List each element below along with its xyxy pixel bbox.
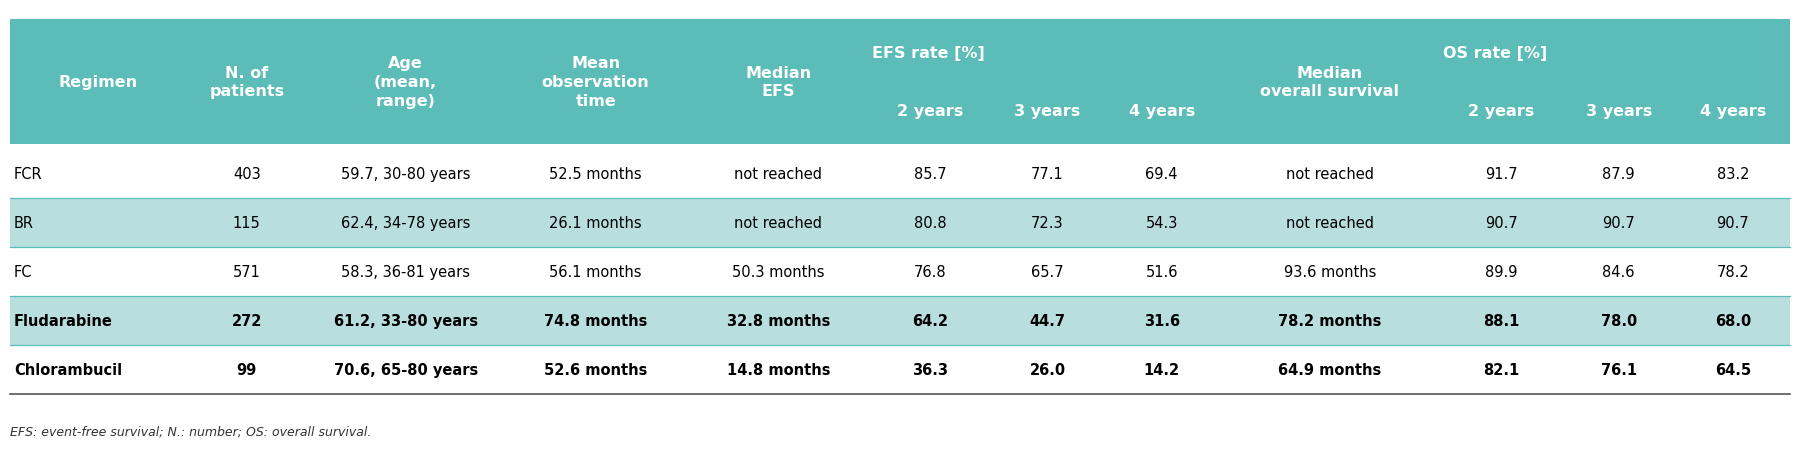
Text: 80.8: 80.8 xyxy=(914,216,947,230)
Text: 14.2: 14.2 xyxy=(1143,362,1179,377)
Text: 76.1: 76.1 xyxy=(1600,362,1636,377)
Text: 2 years: 2 years xyxy=(896,104,963,118)
Text: EFS: event-free survival; N.: number; OS: overall survival.: EFS: event-free survival; N.: number; OS… xyxy=(11,425,371,437)
Text: Mean
observation
time: Mean observation time xyxy=(542,56,650,108)
Text: 82.1: 82.1 xyxy=(1483,362,1519,377)
Text: 62.4, 34-78 years: 62.4, 34-78 years xyxy=(340,216,470,230)
Text: not reached: not reached xyxy=(734,167,823,182)
Text: 4 years: 4 years xyxy=(1129,104,1195,118)
Text: 272: 272 xyxy=(232,313,263,328)
Text: Fludarabine: Fludarabine xyxy=(14,313,113,328)
Text: 78.2 months: 78.2 months xyxy=(1278,313,1382,328)
Text: 26.1 months: 26.1 months xyxy=(549,216,643,230)
Text: 89.9: 89.9 xyxy=(1485,264,1517,280)
Bar xyxy=(11,20,1789,145)
Text: 64.5: 64.5 xyxy=(1715,362,1751,377)
Text: BR: BR xyxy=(14,216,34,230)
Text: not reached: not reached xyxy=(1285,167,1373,182)
Text: 115: 115 xyxy=(232,216,261,230)
Text: 64.9 months: 64.9 months xyxy=(1278,362,1382,377)
Text: 61.2, 33-80 years: 61.2, 33-80 years xyxy=(333,313,477,328)
Text: Chlorambucil: Chlorambucil xyxy=(14,362,122,377)
Text: 50.3 months: 50.3 months xyxy=(733,264,824,280)
Text: 83.2: 83.2 xyxy=(1717,167,1750,182)
Text: 65.7: 65.7 xyxy=(1031,264,1064,280)
Text: 2 years: 2 years xyxy=(1469,104,1534,118)
Text: Median
EFS: Median EFS xyxy=(745,66,812,99)
Text: 69.4: 69.4 xyxy=(1145,167,1177,182)
Text: 58.3, 36-81 years: 58.3, 36-81 years xyxy=(342,264,470,280)
Text: 31.6: 31.6 xyxy=(1143,313,1179,328)
Text: 77.1: 77.1 xyxy=(1031,167,1064,182)
Text: 52.5 months: 52.5 months xyxy=(549,167,643,182)
Text: 90.7: 90.7 xyxy=(1485,216,1517,230)
Text: 403: 403 xyxy=(232,167,261,182)
Text: FC: FC xyxy=(14,264,32,280)
Text: Regimen: Regimen xyxy=(59,75,139,90)
Text: 72.3: 72.3 xyxy=(1031,216,1064,230)
Text: 99: 99 xyxy=(236,362,257,377)
Text: 14.8 months: 14.8 months xyxy=(727,362,830,377)
Text: 59.7, 30-80 years: 59.7, 30-80 years xyxy=(340,167,470,182)
Text: 36.3: 36.3 xyxy=(913,362,949,377)
Text: 78.2: 78.2 xyxy=(1717,264,1750,280)
Text: not reached: not reached xyxy=(734,216,823,230)
Text: 91.7: 91.7 xyxy=(1485,167,1517,182)
Text: 84.6: 84.6 xyxy=(1602,264,1634,280)
Text: not reached: not reached xyxy=(1285,216,1373,230)
Text: 56.1 months: 56.1 months xyxy=(549,264,643,280)
Text: 93.6 months: 93.6 months xyxy=(1283,264,1377,280)
Bar xyxy=(11,199,1789,247)
Text: 76.8: 76.8 xyxy=(914,264,947,280)
Text: 51.6: 51.6 xyxy=(1145,264,1177,280)
Text: 85.7: 85.7 xyxy=(914,167,947,182)
Text: 3 years: 3 years xyxy=(1586,104,1652,118)
Text: 78.0: 78.0 xyxy=(1600,313,1636,328)
Text: N. of
patients: N. of patients xyxy=(209,66,284,99)
Text: 4 years: 4 years xyxy=(1699,104,1766,118)
Bar xyxy=(11,297,1789,345)
Text: 74.8 months: 74.8 months xyxy=(544,313,648,328)
Text: OS rate [%]: OS rate [%] xyxy=(1444,46,1548,61)
Text: Median
overall survival: Median overall survival xyxy=(1260,66,1399,99)
Text: 32.8 months: 32.8 months xyxy=(727,313,830,328)
Text: 90.7: 90.7 xyxy=(1717,216,1750,230)
Text: 68.0: 68.0 xyxy=(1715,313,1751,328)
Text: 64.2: 64.2 xyxy=(913,313,949,328)
Text: 52.6 months: 52.6 months xyxy=(544,362,648,377)
Text: Age
(mean,
range): Age (mean, range) xyxy=(374,56,437,108)
Text: FCR: FCR xyxy=(14,167,43,182)
Text: 3 years: 3 years xyxy=(1015,104,1080,118)
Text: 70.6, 65-80 years: 70.6, 65-80 years xyxy=(333,362,477,377)
Text: 571: 571 xyxy=(232,264,261,280)
Text: EFS rate [%]: EFS rate [%] xyxy=(871,46,985,61)
Text: 26.0: 26.0 xyxy=(1030,362,1066,377)
Text: 44.7: 44.7 xyxy=(1030,313,1066,328)
Text: 90.7: 90.7 xyxy=(1602,216,1634,230)
Text: 87.9: 87.9 xyxy=(1602,167,1634,182)
Text: 54.3: 54.3 xyxy=(1145,216,1177,230)
Text: 88.1: 88.1 xyxy=(1483,313,1519,328)
